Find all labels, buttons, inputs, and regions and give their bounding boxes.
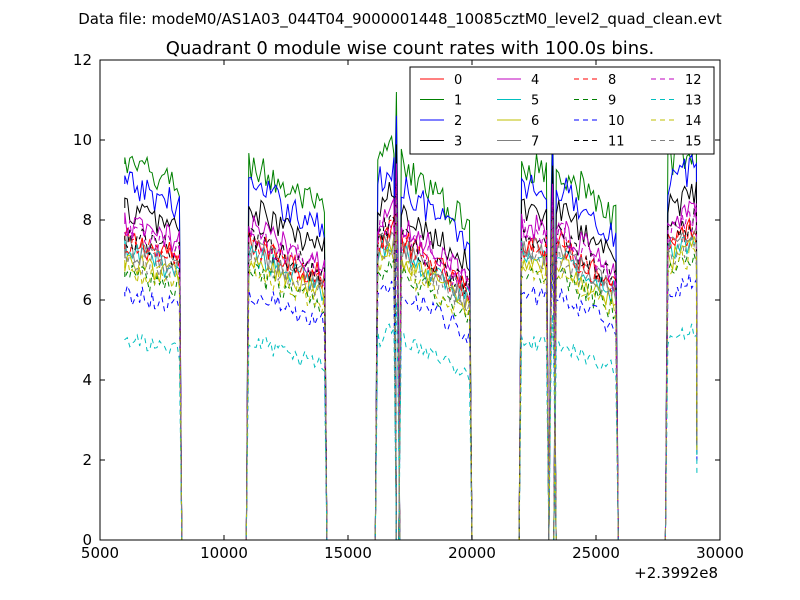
series-line-13: [124, 301, 698, 540]
x-tick-label: 30000: [696, 544, 744, 562]
legend-label-3: 3: [454, 135, 462, 150]
legend-label-8: 8: [608, 73, 616, 88]
legend-label-7: 7: [531, 135, 539, 150]
legend-box: [409, 66, 715, 155]
legend-label-1: 1: [454, 94, 462, 109]
series-line-6: [124, 206, 698, 540]
y-tick-label: 8: [82, 211, 92, 229]
series-lines: [124, 91, 698, 540]
legend-label-13: 13: [685, 94, 702, 109]
chart-title: Quadrant 0 module wise count rates with …: [166, 38, 655, 59]
series-line-11: [124, 177, 698, 540]
x-tick-label: 10000: [200, 544, 248, 562]
legend-label-11: 11: [608, 135, 625, 150]
legend-label-5: 5: [531, 94, 539, 109]
legend-label-2: 2: [454, 114, 462, 129]
y-tick-label: 4: [82, 371, 92, 389]
legend-label-4: 4: [531, 73, 539, 88]
figure-suptitle: Data file: modeM0/AS1A03_044T04_90000014…: [78, 10, 722, 29]
legend-label-10: 10: [608, 114, 625, 129]
series-line-2: [124, 115, 698, 540]
x-tick-label: 20000: [448, 544, 496, 562]
legend-label-0: 0: [454, 73, 462, 88]
series-line-12: [124, 172, 698, 540]
series-line-14: [124, 215, 698, 540]
series-line-10: [124, 244, 698, 540]
series-line-15: [124, 201, 698, 540]
legend-label-12: 12: [685, 73, 702, 88]
y-tick-label: 6: [82, 291, 92, 309]
x-offset-label: +2.3992e8: [634, 564, 718, 582]
x-tick-label: 25000: [572, 544, 620, 562]
x-tick-label: 15000: [324, 544, 372, 562]
series-line-9: [124, 220, 698, 540]
y-tick-label: 12: [73, 51, 92, 69]
legend-label-15: 15: [685, 135, 702, 150]
series-line-1: [124, 91, 698, 540]
y-tick-label: 0: [82, 531, 92, 549]
legend-label-6: 6: [531, 114, 539, 129]
y-tick-label: 10: [73, 131, 92, 149]
legend-label-9: 9: [608, 94, 616, 109]
y-tick-label: 2: [82, 451, 92, 469]
legend-label-14: 14: [685, 114, 702, 129]
x-tick-label: 5000: [81, 544, 119, 562]
